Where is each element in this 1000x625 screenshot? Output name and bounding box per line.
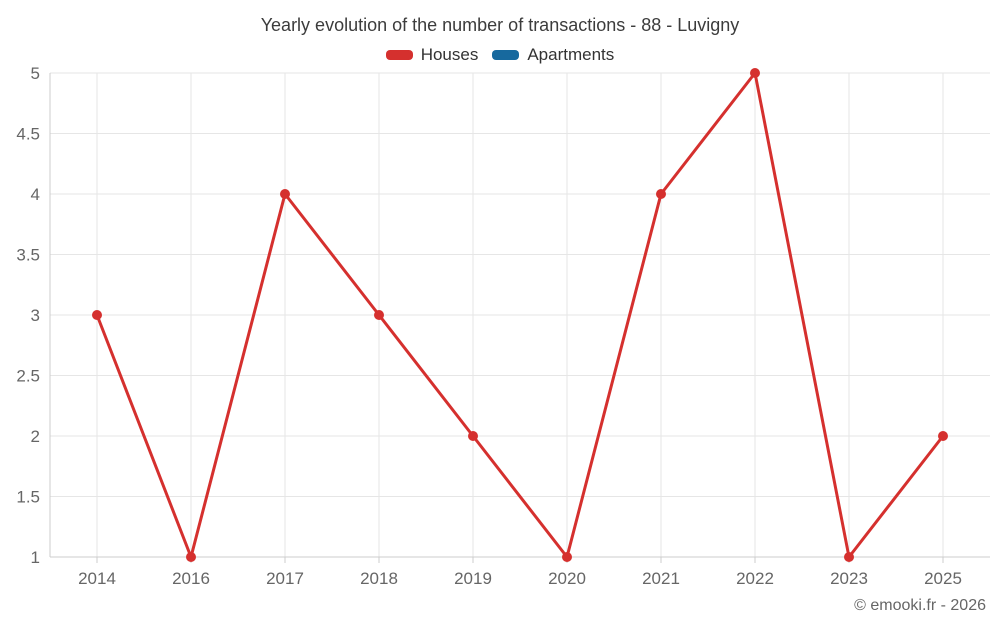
data-point-houses-2021[interactable] — [656, 189, 666, 199]
x-axis-tick-label: 2023 — [830, 569, 868, 588]
x-axis-tick-label: 2019 — [454, 569, 492, 588]
y-axis-tick-label: 1.5 — [16, 488, 40, 507]
x-axis-tick-label: 2025 — [924, 569, 962, 588]
x-axis-tick-label: 2014 — [78, 569, 116, 588]
y-axis-tick-label: 4 — [31, 185, 40, 204]
data-point-houses-2017[interactable] — [280, 189, 290, 199]
y-axis-tick-label: 4.5 — [16, 125, 40, 144]
houses-legend-label: Houses — [420, 45, 479, 64]
x-axis-tick-label: 2022 — [736, 569, 774, 588]
chart-title: Yearly evolution of the number of transa… — [260, 15, 740, 35]
y-axis-tick-label: 3 — [31, 306, 40, 325]
data-point-houses-2019[interactable] — [468, 431, 478, 441]
data-point-houses-2020[interactable] — [562, 552, 572, 562]
x-axis-tick-label: 2020 — [548, 569, 586, 588]
houses-legend-marker-icon — [385, 50, 413, 60]
data-point-houses-2018[interactable] — [374, 310, 384, 320]
y-axis-tick-label: 1 — [31, 548, 40, 567]
x-axis-tick-label: 2018 — [360, 569, 398, 588]
x-axis-tick-label: 2021 — [642, 569, 680, 588]
data-point-houses-2016[interactable] — [186, 552, 196, 562]
apartments-legend-marker-icon — [492, 50, 520, 60]
x-axis-tick-label: 2017 — [266, 569, 304, 588]
y-axis-tick-label: 2.5 — [16, 367, 40, 386]
legend-item-houses[interactable]: Houses — [385, 45, 479, 65]
legend-item-apartments[interactable]: Apartments — [492, 45, 614, 65]
series-line-houses — [95, 71, 945, 559]
data-point-houses-2023[interactable] — [844, 552, 854, 562]
y-axis-tick-label: 2 — [31, 427, 40, 446]
data-point-houses-2014[interactable] — [92, 310, 102, 320]
data-point-houses-2022[interactable] — [750, 68, 760, 78]
y-axis-tick-label: 5 — [31, 64, 40, 83]
data-point-houses-2025[interactable] — [938, 431, 948, 441]
y-axis-tick-label: 3.5 — [16, 246, 40, 265]
apartments-legend-label: Apartments — [527, 45, 615, 64]
copyright-text: © emooki.fr - 2026 — [854, 597, 986, 614]
legend: Houses Apartments — [0, 45, 1000, 65]
x-axis-tick-label: 2016 — [172, 569, 210, 588]
